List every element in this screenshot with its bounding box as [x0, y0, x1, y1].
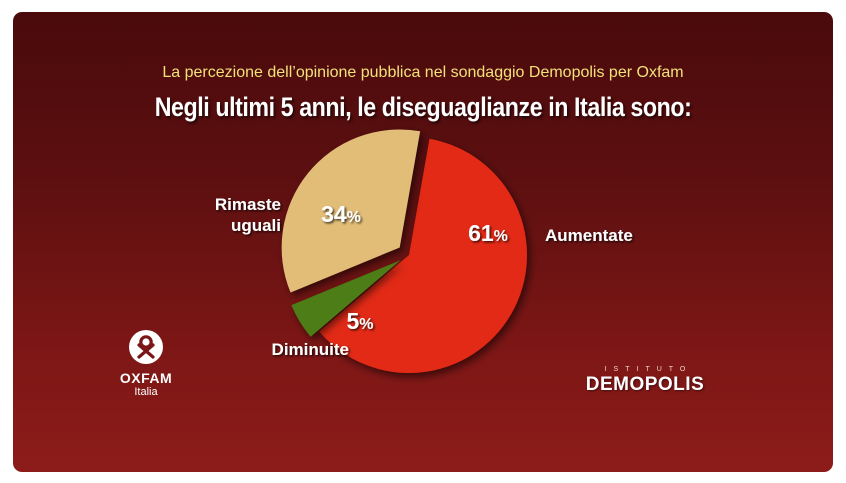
value-number: 34: [321, 201, 347, 227]
pie-slice-rimaste-uguali: [281, 129, 421, 293]
pie-slice-aumentate: [319, 138, 527, 373]
value-label-rimaste-uguali: 34%: [321, 201, 361, 227]
category-label-aumentate: Aumentate: [545, 226, 633, 245]
pie-labels: 61% Aumentate 5% Diminuite 34% Rimaste uguali: [215, 195, 633, 359]
chart-title: Negli ultimi 5 anni, le diseguaglianze i…: [13, 92, 833, 123]
chart-title-text: Negli ultimi 5 anni, le diseguaglianze i…: [154, 92, 692, 122]
value-unit: %: [494, 228, 508, 245]
pie-chart: 61% Aumentate 5% Diminuite 34% Rimaste uguali: [215, 129, 633, 373]
demopolis-prefix: ISTITUTO: [604, 366, 693, 373]
category-label-diminuite: Diminuite: [272, 340, 349, 359]
value-number: 5: [346, 308, 359, 334]
demopolis-name: DEMOPOLIS: [585, 374, 705, 395]
demopolis-logo: ISTITUTO DEMOPOLIS: [565, 366, 725, 396]
category-label-line: Diminuite: [272, 340, 349, 359]
infographic-card: La percezione dell’opinione pubblica nel…: [13, 12, 833, 472]
chart-subtitle: La percezione dell’opinione pubblica nel…: [162, 64, 684, 81]
value-unit: %: [359, 316, 373, 333]
value-label-aumentate: 61%: [468, 220, 508, 246]
oxfam-name: OXFAM: [119, 370, 173, 386]
oxfam-mark-icon: [129, 330, 163, 364]
oxfam-logo: OXFAM Italia: [116, 330, 176, 398]
category-label-line: Aumentate: [545, 226, 633, 245]
category-label-rimaste-uguali: Rimaste uguali: [215, 195, 281, 235]
pie-slice-diminuite: [291, 260, 401, 337]
value-number: 61: [468, 220, 494, 246]
oxfam-sub: Italia: [134, 386, 158, 398]
value-unit: %: [347, 209, 361, 226]
category-label-line: uguali: [231, 216, 281, 235]
value-label-diminuite: 5%: [346, 308, 373, 334]
category-label-line: Rimaste: [215, 195, 281, 214]
pie-slices: [281, 129, 527, 373]
